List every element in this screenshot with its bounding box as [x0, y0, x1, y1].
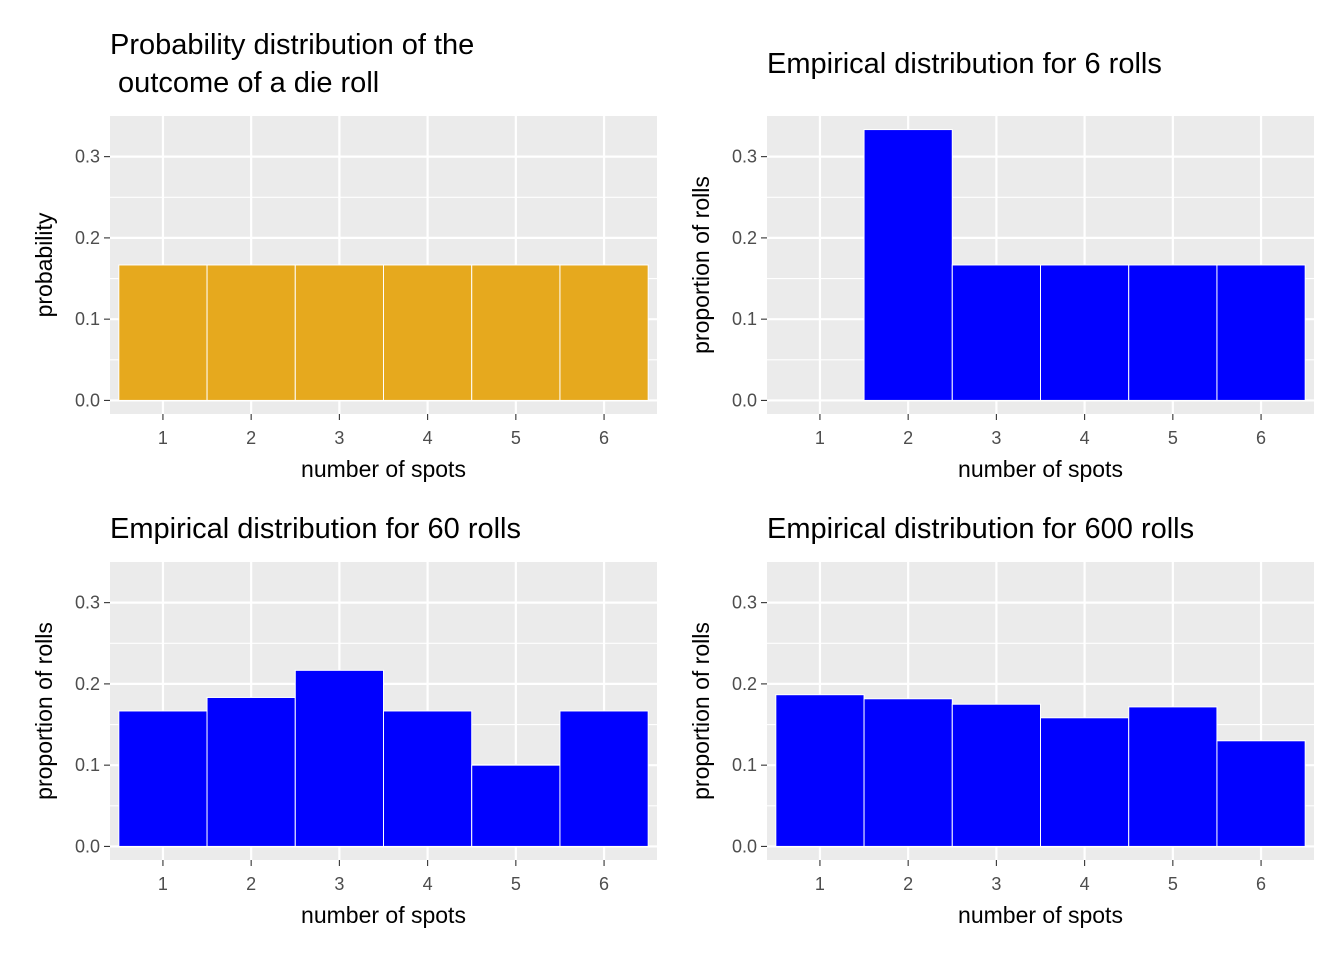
chart-panel-1: 0.0 0.1 0.2 0.3 1 2 3 4 5 6 number of spots probabi… — [31, 29, 657, 482]
bar-3 — [294, 264, 385, 401]
x-tick-label: 4 — [1080, 428, 1090, 448]
y-tick-label: 0.3 — [75, 147, 100, 167]
bar-6 — [559, 710, 649, 847]
bar-2 — [206, 264, 296, 401]
y-tick-label: 0.3 — [732, 147, 757, 167]
bar-2 — [863, 129, 953, 401]
bar-5 — [471, 264, 561, 401]
chart-panel-2: 0.0 0.1 0.2 0.3 1 2 3 4 5 6 number of spots proport… — [688, 48, 1314, 482]
bar-6 — [1216, 264, 1306, 401]
bar-1 — [118, 710, 208, 847]
x-tick-label: 2 — [903, 428, 913, 448]
chart-title: Empirical distribution for 6 rolls — [767, 48, 1162, 80]
chart-title: outcome of a die roll — [110, 67, 379, 99]
bar-6 — [559, 264, 649, 401]
chart-title: Empirical distribution for 600 rolls — [767, 513, 1194, 545]
x-tick-label: 1 — [815, 428, 825, 448]
x-tick-label: 6 — [599, 428, 609, 448]
bar-1 — [118, 264, 208, 401]
bar-4 — [383, 710, 473, 847]
y-tick-label: 0.0 — [732, 390, 757, 410]
bar-3 — [951, 703, 1041, 847]
x-tick-label: 6 — [1256, 874, 1266, 894]
y-tick-label: 0.1 — [732, 755, 757, 775]
x-tick-label: 1 — [815, 874, 825, 894]
y-tick-label: 0.0 — [75, 836, 100, 856]
x-axis-title: number of spots — [301, 902, 466, 928]
bar-5 — [1128, 706, 1218, 847]
bar-4 — [383, 264, 473, 401]
x-tick-label: 5 — [1168, 428, 1178, 448]
y-axis-title: proportion of rolls — [31, 622, 57, 800]
bar-6 — [1216, 740, 1306, 847]
bar-2 — [206, 696, 296, 847]
x-axis-title: number of spots — [958, 902, 1123, 928]
bar-5 — [1128, 264, 1218, 401]
bar-2 — [863, 698, 953, 847]
y-tick-label: 0.1 — [75, 309, 100, 329]
x-tick-label: 6 — [1256, 428, 1266, 448]
bar-1 — [775, 694, 865, 847]
bar-5 — [471, 764, 561, 847]
x-tick-label: 5 — [1168, 874, 1178, 894]
y-tick-label: 0.0 — [75, 390, 100, 410]
x-tick-label: 2 — [903, 874, 913, 894]
x-tick-label: 4 — [1080, 874, 1090, 894]
y-axis-title: proportion of rolls — [688, 176, 714, 354]
y-axis-title: proportion of rolls — [688, 622, 714, 800]
x-tick-label: 4 — [423, 428, 433, 448]
y-tick-label: 0.1 — [732, 309, 757, 329]
y-tick-label: 0.2 — [75, 228, 100, 248]
chart-title: Probability distribution of the — [110, 29, 474, 61]
x-tick-label: 2 — [246, 874, 256, 894]
bar-3 — [951, 264, 1041, 401]
x-tick-label: 6 — [599, 874, 609, 894]
bar-3 — [294, 669, 385, 847]
bar-4 — [1040, 717, 1130, 847]
y-axis-title: probability — [31, 212, 57, 317]
y-tick-label: 0.3 — [732, 593, 757, 613]
x-tick-label: 5 — [511, 428, 521, 448]
x-tick-label: 1 — [158, 428, 168, 448]
chart-panel-3: 0.0 0.1 0.2 0.3 1 2 3 4 5 6 number of spots proport… — [31, 513, 657, 928]
y-tick-label: 0.0 — [732, 836, 757, 856]
x-axis-title: number of spots — [958, 456, 1123, 482]
x-tick-label: 3 — [991, 428, 1001, 448]
x-axis-title: number of spots — [301, 456, 466, 482]
x-tick-label: 4 — [423, 874, 433, 894]
x-tick-label: 3 — [334, 874, 344, 894]
y-tick-label: 0.3 — [75, 593, 100, 613]
y-tick-label: 0.2 — [732, 228, 757, 248]
x-tick-label: 2 — [246, 428, 256, 448]
chart-title: Empirical distribution for 60 rolls — [110, 513, 521, 545]
x-tick-label: 5 — [511, 874, 521, 894]
y-tick-label: 0.2 — [75, 674, 100, 694]
x-tick-label: 1 — [158, 874, 168, 894]
y-tick-label: 0.1 — [75, 755, 100, 775]
x-tick-label: 3 — [991, 874, 1001, 894]
chart-panel-4: 0.0 0.1 0.2 0.3 1 2 3 4 5 6 number of spots proport… — [688, 513, 1314, 928]
y-tick-label: 0.2 — [732, 674, 757, 694]
bar-4 — [1040, 264, 1130, 401]
x-tick-label: 3 — [334, 428, 344, 448]
